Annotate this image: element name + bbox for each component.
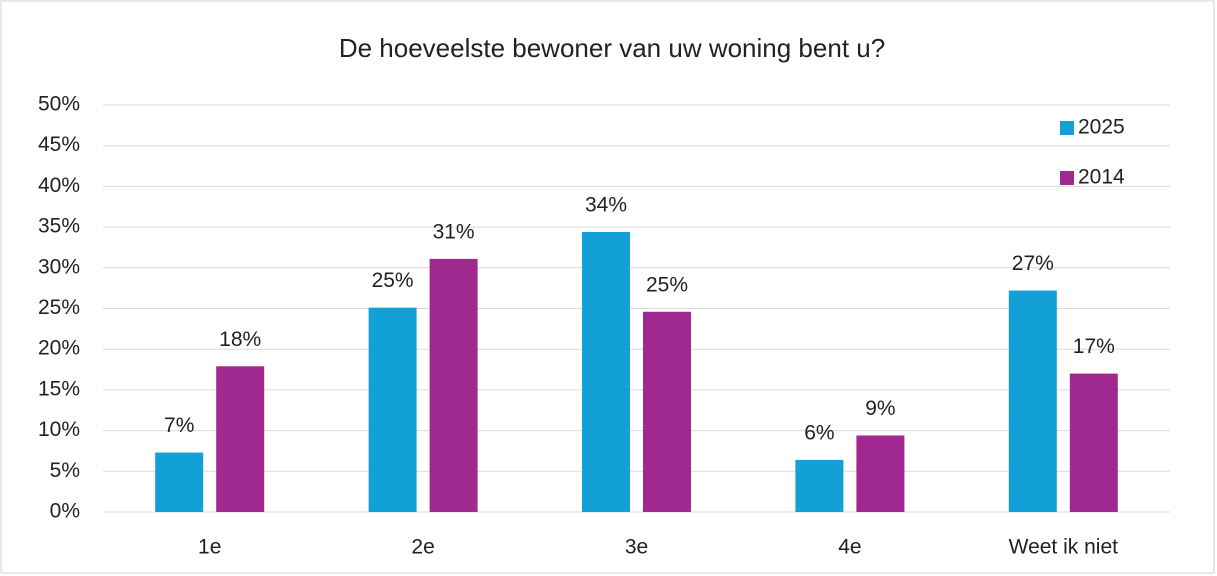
legend-label: 2025	[1078, 116, 1125, 139]
bar	[216, 366, 265, 512]
x-tick-label: 2e	[411, 536, 434, 559]
data-label: 25%	[646, 273, 688, 296]
data-label: 6%	[804, 421, 834, 444]
data-label: 27%	[1012, 252, 1054, 275]
y-tick-label: 25%	[38, 296, 80, 319]
x-tick-label: 3e	[625, 536, 648, 559]
bar	[643, 311, 691, 512]
y-tick-label: 30%	[38, 255, 80, 278]
bar	[1069, 373, 1118, 512]
x-tick-label: Weet ik niet	[1009, 536, 1118, 559]
legend-swatch	[1060, 121, 1074, 135]
legend-swatch	[1060, 171, 1074, 185]
y-tick-label: 50%	[38, 93, 80, 116]
y-tick-label: 15%	[38, 377, 80, 400]
legend-label: 2014	[1078, 166, 1125, 189]
y-tick-label: 5%	[50, 459, 80, 482]
data-label: 34%	[585, 194, 627, 217]
x-tick-label: 1e	[198, 536, 221, 559]
bar	[856, 435, 905, 512]
data-label: 31%	[433, 220, 475, 243]
y-tick-label: 35%	[38, 215, 80, 238]
bar	[582, 231, 630, 512]
y-tick-label: 40%	[38, 174, 80, 197]
data-label: 7%	[164, 414, 194, 437]
x-tick-label: 4e	[838, 536, 861, 559]
chart-title: De hoeveelste bewoner van uw woning bent…	[339, 33, 885, 63]
data-label: 25%	[372, 269, 414, 292]
bar	[1008, 290, 1057, 512]
data-label: 9%	[865, 397, 895, 420]
data-label: 18%	[219, 328, 261, 351]
bar	[429, 258, 478, 512]
bar	[368, 307, 417, 512]
bar	[795, 459, 844, 512]
y-tick-label: 45%	[38, 133, 80, 156]
y-tick-label: 0%	[50, 500, 80, 523]
y-tick-label: 10%	[38, 418, 80, 441]
bar	[155, 452, 204, 512]
data-label: 17%	[1073, 335, 1115, 358]
y-tick-label: 20%	[38, 337, 80, 360]
